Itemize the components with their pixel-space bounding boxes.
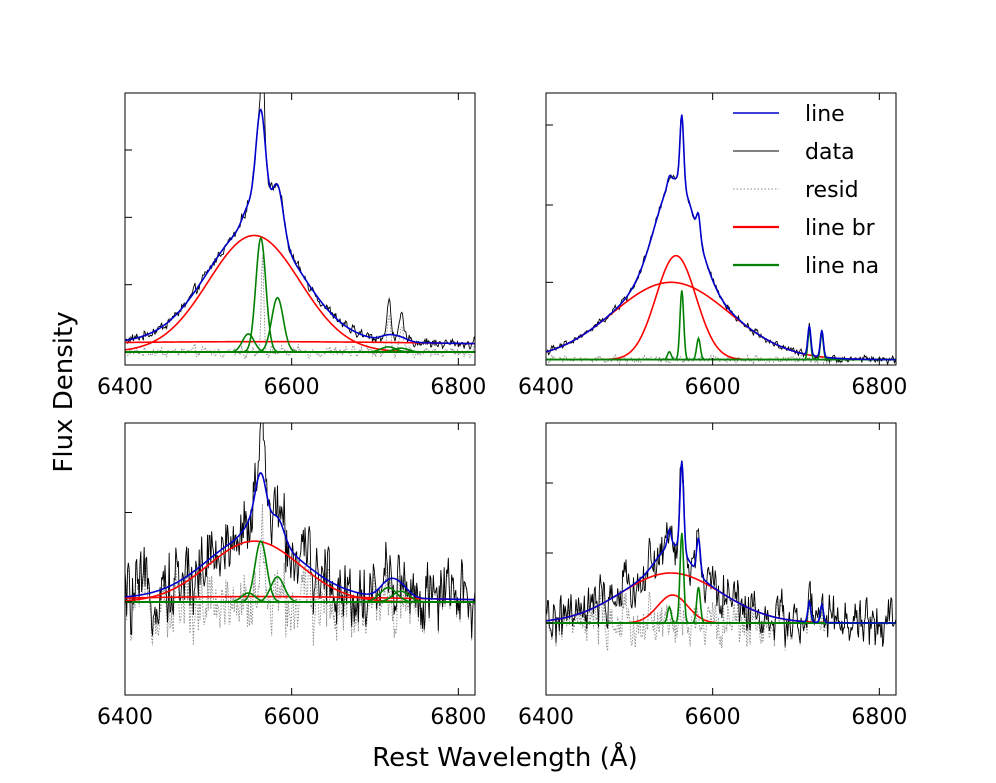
axes-frame <box>124 92 476 366</box>
panel-bottom-right: 6400 6600 6800 <box>518 422 907 730</box>
series-line <box>125 108 475 345</box>
x-tick-label: 6800 <box>851 705 907 730</box>
legend-entry: line na <box>733 254 879 279</box>
x-tick-label: 6400 <box>518 705 574 730</box>
x-tick-label: 6600 <box>685 705 741 730</box>
x-tick-label: 6600 <box>685 375 741 400</box>
x-tick-label: 6400 <box>97 705 153 730</box>
x-axis-title: Rest Wavelength (Å) <box>372 741 637 773</box>
legend-label: data <box>805 140 855 165</box>
plot-area <box>125 423 475 646</box>
x-tick-label: 6600 <box>264 375 320 400</box>
series-line <box>546 460 896 624</box>
series-line-na-4 <box>125 347 475 353</box>
series-line-na-4 <box>125 590 475 603</box>
legend-entry: data <box>733 140 855 165</box>
y-axis-title: Flux Density <box>49 311 79 472</box>
series-resid <box>125 503 475 646</box>
series-line-br-1 <box>125 595 475 601</box>
plot-area <box>125 93 475 360</box>
series-line <box>125 471 475 601</box>
series-data <box>546 460 896 647</box>
panel-top-left: 6400 6600 6800 <box>97 92 486 400</box>
legend-label: line na <box>805 254 879 279</box>
series-data <box>125 423 475 639</box>
x-tick-label: 6600 <box>264 705 320 730</box>
x-tick-label: 6400 <box>518 375 574 400</box>
legend-label: line br <box>805 216 876 241</box>
x-tick-label: 6400 <box>97 375 153 400</box>
panel-top-right: 6400 6600 6800 <box>518 92 907 400</box>
legend-entry: line br <box>733 216 876 241</box>
axes-frame <box>545 422 897 696</box>
axes-frame <box>545 92 897 366</box>
axes-frame <box>124 422 476 696</box>
panel-bottom-left: 6400 6600 6800 <box>97 422 486 730</box>
series-line-na-4 <box>546 332 896 361</box>
legend-entry: resid <box>733 178 859 203</box>
legend: line data resid line br line na <box>733 102 879 279</box>
x-tick-label: 6800 <box>430 375 486 400</box>
legend-label: resid <box>805 178 859 203</box>
series-line <box>546 114 896 361</box>
legend-entry: line <box>733 102 845 127</box>
plot-area <box>546 460 896 652</box>
x-tick-label: 6800 <box>851 375 907 400</box>
series-resid <box>546 591 896 652</box>
series-resid <box>546 353 896 365</box>
plot-area <box>546 114 896 365</box>
legend-label: line <box>805 102 845 127</box>
x-tick-label: 6800 <box>430 705 486 730</box>
